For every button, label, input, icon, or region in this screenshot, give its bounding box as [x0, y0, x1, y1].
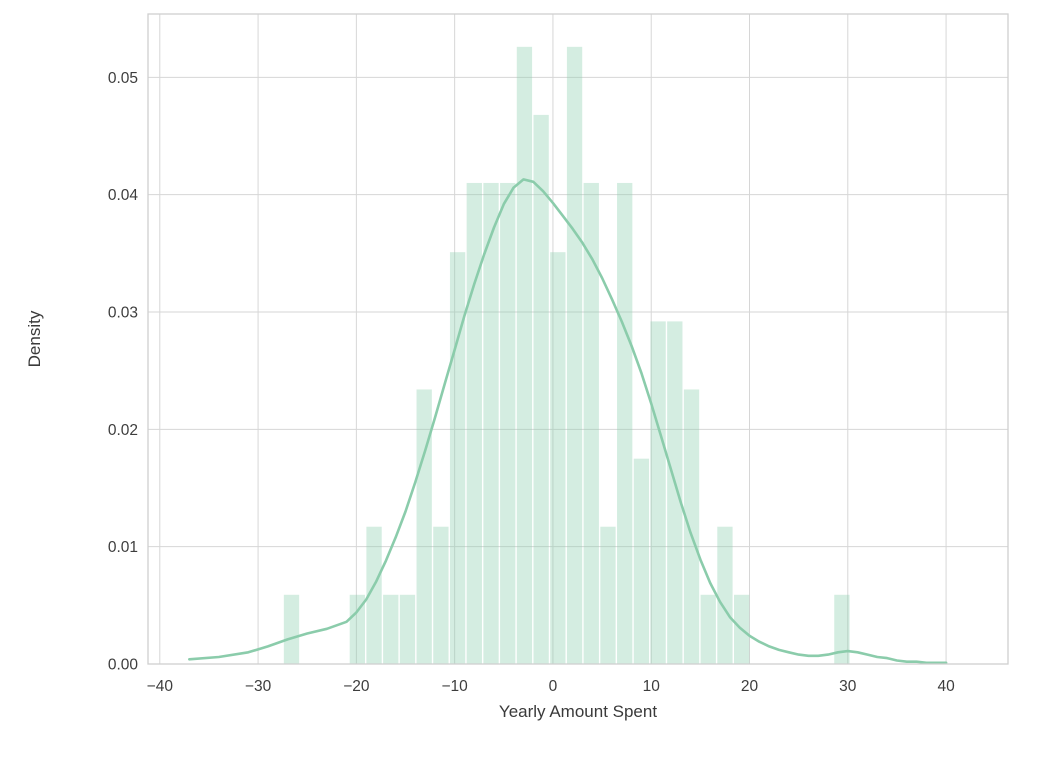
histogram-bar — [566, 46, 583, 664]
histogram-bar — [516, 46, 533, 664]
histogram-bar — [700, 594, 716, 664]
histogram-bar — [449, 252, 466, 665]
histogram-bar — [533, 114, 549, 664]
x-tick-label: 20 — [741, 678, 759, 695]
x-tick-label: 40 — [937, 678, 955, 695]
histogram-bar — [500, 182, 516, 664]
histogram-bar — [416, 389, 432, 664]
x-tick-label: 10 — [643, 678, 661, 695]
x-axis-label: Yearly Amount Spent — [498, 702, 658, 721]
y-tick-labels: 0.00 0.01 0.02 0.03 0.04 0.05 — [108, 70, 139, 674]
histogram-bar — [650, 321, 666, 664]
histogram-bar — [466, 182, 482, 664]
histogram-bar — [483, 182, 499, 664]
y-tick-label: 0.05 — [108, 70, 138, 87]
y-tick-label: 0.03 — [108, 305, 138, 322]
histogram-bar — [717, 526, 733, 664]
x-tick-label: −10 — [442, 678, 469, 695]
histogram-bar — [399, 594, 416, 664]
y-tick-label: 0.01 — [108, 539, 138, 556]
x-tick-label: −30 — [245, 678, 272, 695]
histogram-bar — [366, 526, 382, 664]
grid-layer — [148, 14, 1008, 665]
histogram-bar — [683, 389, 700, 664]
x-tick-label: 30 — [839, 678, 857, 695]
y-tick-label: 0.00 — [108, 657, 139, 674]
histogram-bar — [600, 526, 616, 664]
histogram-bar — [349, 594, 366, 664]
histogram-bars-layer — [283, 46, 850, 665]
x-tick-labels: −40 −30 −20 −10 0 10 20 30 40 — [147, 678, 955, 695]
histogram-bar — [283, 594, 300, 664]
histogram-bar — [433, 526, 449, 664]
plot-border — [147, 13, 1009, 665]
x-tick-label: −40 — [147, 678, 174, 695]
x-tick-label: −20 — [343, 678, 370, 695]
histogram-bar — [383, 594, 399, 664]
y-tick-label: 0.04 — [108, 187, 139, 204]
histogram-bar — [583, 182, 599, 664]
y-axis-label: Density — [25, 310, 44, 368]
y-tick-label: 0.02 — [108, 422, 138, 439]
histogram-bar — [834, 594, 850, 664]
histogram-bar — [617, 182, 633, 664]
histogram-bar — [667, 321, 683, 664]
x-tick-label: 0 — [549, 678, 558, 695]
histogram-bar — [550, 252, 566, 665]
histogram-bar — [633, 458, 650, 664]
kde-curve — [188, 178, 948, 665]
